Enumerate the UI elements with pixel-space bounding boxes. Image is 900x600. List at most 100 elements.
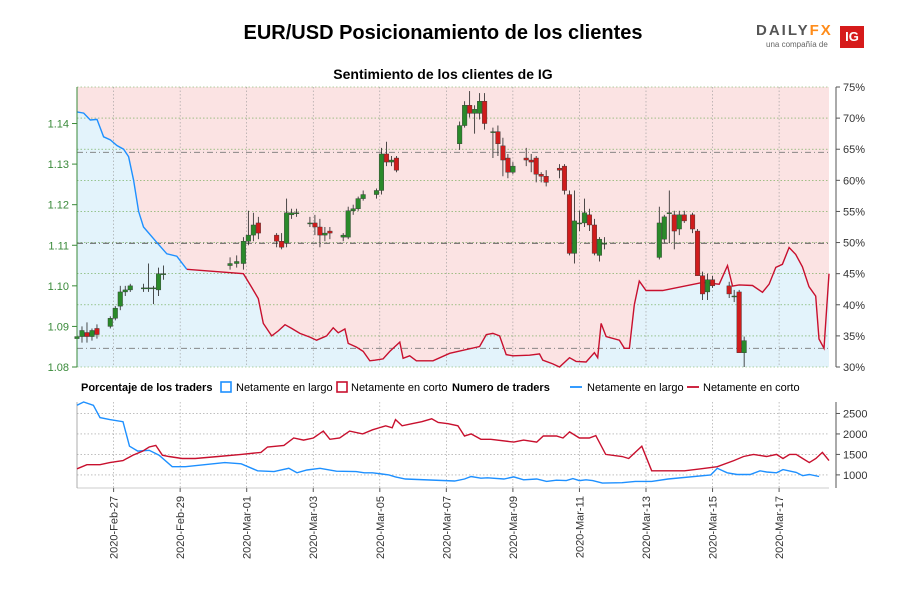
candle-body: [731, 295, 737, 298]
candle-body: [656, 222, 662, 258]
candle-body: [345, 210, 351, 238]
candle-body: [726, 285, 732, 295]
candle-body: [543, 176, 549, 183]
candle-body: [571, 220, 577, 254]
candle-body: [462, 105, 468, 126]
candle-body: [289, 212, 295, 216]
candle-body: [312, 222, 318, 228]
candle-body: [586, 214, 592, 226]
short-pct-line: [186, 246, 830, 368]
x-tick-label: 2020-Feb-29: [175, 496, 187, 559]
legend-num-title: Numero de traders: [452, 382, 550, 394]
legend-pct-short-swatch: [336, 381, 348, 393]
candle-body: [373, 190, 379, 195]
candle-body: [561, 165, 567, 191]
ig-badge: IG: [840, 26, 864, 48]
candle-body: [690, 214, 696, 230]
candle-body: [94, 328, 100, 335]
candle-body: [161, 273, 167, 275]
legend-num-short-label: Netamente en corto: [703, 382, 800, 394]
candle-body: [566, 194, 572, 254]
right-tick-label: 75%: [843, 82, 865, 94]
left-tick-label: 1.10: [48, 281, 69, 293]
candle-body: [490, 131, 496, 133]
candle-body: [350, 208, 356, 211]
count-tick-label: 2500: [843, 408, 867, 420]
right-tick-label: 55%: [843, 206, 865, 218]
brand-tagline: una compañía de: [766, 40, 828, 49]
x-tick-label: 2020-Mar-13: [641, 496, 653, 559]
dailyfx-logo: DAILYFX una compañía de IG: [756, 22, 868, 50]
candle-body: [360, 194, 366, 199]
legend-pct-title: Porcentaje de los traders: [81, 382, 212, 394]
x-tick-label: 2020-Mar-01: [242, 496, 254, 559]
brand-name: DAILYFX: [756, 22, 833, 39]
legend-row: Porcentaje de los traders Netamente en l…: [81, 381, 800, 394]
candle-body: [340, 234, 346, 238]
count-tick-label: 2000: [843, 429, 867, 441]
left-tick-label: 1.11: [48, 240, 69, 252]
candle-body: [317, 226, 323, 236]
candle-body: [378, 153, 384, 191]
candle-body: [240, 241, 246, 264]
candle-body: [581, 212, 587, 224]
candle-body: [695, 230, 701, 276]
candle-body: [482, 101, 488, 124]
right-tick-label: 65%: [843, 144, 865, 156]
candle-body: [250, 224, 256, 236]
candle-body: [274, 234, 280, 242]
x-tick-label: 2020-Mar-09: [508, 496, 520, 559]
candle-body: [523, 157, 529, 161]
candle-body: [500, 145, 506, 161]
candle-body: [227, 263, 233, 266]
candle-body: [666, 212, 672, 214]
candle-body: [741, 340, 747, 353]
long-area: [77, 111, 829, 368]
candle-body: [467, 105, 473, 114]
candle-body: [457, 125, 463, 145]
legend-pct-long-swatch: [220, 381, 232, 393]
candle-body: [681, 214, 687, 222]
candle-body: [710, 279, 716, 287]
candle-body: [505, 157, 511, 173]
x-tick-label: 2020-Mar-11: [574, 496, 586, 558]
candle-body: [700, 275, 706, 295]
candle-body: [495, 131, 501, 145]
candle-body: [112, 307, 118, 319]
x-tick-label: 2020-Feb-27: [109, 496, 121, 559]
x-tick-label: 2020-Mar-05: [375, 496, 387, 559]
candle-body: [245, 234, 251, 242]
candle-body: [661, 216, 667, 240]
candle-body: [156, 273, 162, 291]
candle-body: [151, 287, 157, 290]
candle-body: [327, 230, 333, 234]
count-tick-label: 1000: [843, 470, 867, 482]
candle-body: [477, 101, 483, 114]
right-tick-label: 60%: [843, 175, 865, 187]
candle-body: [576, 222, 582, 225]
left-tick-label: 1.14: [48, 119, 69, 131]
long-pct-line: [76, 111, 188, 270]
candle-body: [127, 285, 133, 291]
candle-body: [388, 159, 394, 163]
candle-body: [736, 291, 742, 353]
left-tick-label: 1.12: [48, 200, 69, 212]
right-tick-label: 40%: [843, 300, 865, 312]
short-area: [77, 87, 829, 367]
right-tick-label: 70%: [843, 113, 865, 125]
right-tick-label: 50%: [843, 238, 865, 250]
legend-pct-long-label: Netamente en largo: [236, 382, 333, 394]
legend-num-long-label: Netamente en largo: [587, 382, 684, 394]
candle-body: [676, 214, 682, 230]
count-long-line: [76, 401, 820, 484]
chart-subtitle: Sentimiento de los clientes de IG: [333, 66, 553, 82]
x-tick-label: 2020-Mar-17: [774, 496, 786, 559]
x-tick-label: 2020-Mar-03: [308, 496, 320, 559]
candle-body: [279, 241, 285, 248]
right-tick-label: 30%: [843, 362, 865, 374]
legend-pct-short-label: Netamente en corto: [351, 382, 448, 394]
candle-body: [89, 330, 95, 337]
left-tick-label: 1.09: [48, 321, 69, 333]
candle-body: [510, 165, 516, 173]
